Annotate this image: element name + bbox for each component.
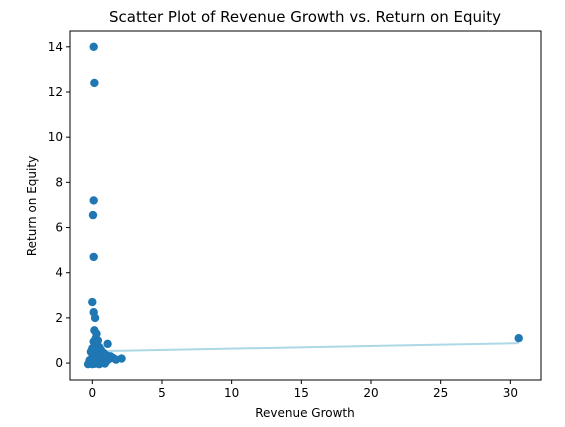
- data-point: [89, 252, 98, 262]
- x-tick-label: 15: [294, 386, 309, 400]
- x-tick-label: 5: [158, 386, 166, 400]
- axes-frame: [69, 30, 542, 381]
- chart-title: Scatter Plot of Revenue Growth vs. Retur…: [109, 8, 501, 26]
- x-tick-label: 25: [433, 386, 448, 400]
- x-axis-label: Revenue Growth: [255, 406, 355, 420]
- trend-line: [89, 342, 519, 353]
- data-point: [88, 297, 97, 307]
- y-tick-label: 2: [55, 311, 63, 325]
- y-tick-label: 6: [55, 221, 63, 235]
- data-point: [88, 210, 98, 220]
- y-tick-label: 4: [55, 266, 63, 280]
- y-tick-label: 10: [48, 130, 63, 144]
- y-tick-label: 14: [48, 40, 63, 54]
- plot-area: 0 5 10 15 20 25 30 0 2 4 6 8 10 12 14: [48, 30, 542, 400]
- x-tick-label: 30: [503, 386, 518, 400]
- x-tick-label: 10: [224, 386, 239, 400]
- data-point: [514, 334, 523, 343]
- y-axis-label: Return on Equity: [25, 156, 39, 256]
- y-tick-label: 0: [55, 356, 63, 370]
- data-point: [89, 42, 98, 52]
- data-point: [111, 355, 121, 364]
- data-point: [95, 359, 104, 369]
- data-point: [103, 339, 112, 349]
- data-point: [89, 196, 98, 205]
- y-tick-label: 8: [55, 175, 63, 189]
- data-point: [90, 78, 99, 88]
- data-point: [88, 359, 97, 369]
- x-tick-label: 20: [363, 386, 378, 400]
- y-tick-label: 12: [48, 85, 63, 99]
- x-tick-label: 0: [88, 386, 96, 400]
- data-point: [90, 313, 100, 323]
